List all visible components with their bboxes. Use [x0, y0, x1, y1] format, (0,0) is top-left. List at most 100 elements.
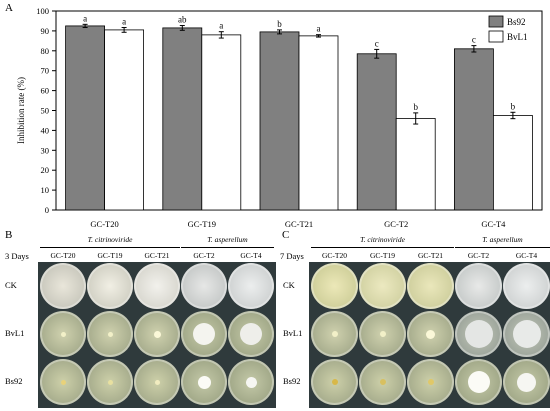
- petri-dish: [455, 359, 502, 405]
- y-tick-label: 10: [41, 185, 50, 195]
- species-label: T. asperellum: [207, 235, 248, 244]
- y-tick-label: 90: [41, 26, 50, 36]
- bar-bs92: [453, 48, 494, 211]
- y-tick-label: 40: [41, 125, 50, 135]
- fungal-colony: [379, 379, 386, 385]
- petri-dish: [359, 311, 406, 357]
- fungal-colony: [193, 323, 215, 345]
- fungal-colony: [512, 320, 541, 348]
- bar-chart: 0 10 20 30 40 50 60 70 80 90 100 Inhibition rate (%…: [16, 6, 543, 229]
- species-label: T. citrinoviride: [87, 235, 133, 244]
- petri-dish: [407, 311, 454, 357]
- column-label: GC-T2: [193, 251, 215, 260]
- row-label: Bs92: [5, 376, 23, 386]
- fungal-colony: [197, 375, 211, 389]
- petri-dish: [181, 359, 227, 405]
- y-tick-label: 100: [36, 6, 49, 16]
- legend-label: BvL1: [507, 32, 528, 42]
- column-label: GC-T21: [144, 251, 170, 260]
- fungal-colony: [107, 379, 113, 385]
- significance-letter: a: [219, 21, 223, 31]
- bar-bs92: [356, 53, 397, 211]
- bar-bs92: [65, 25, 105, 211]
- panel-label-a: A: [5, 2, 13, 14]
- panel-label-c: C: [282, 229, 290, 241]
- fungal-colony: [464, 320, 493, 348]
- row-label: CK: [283, 280, 295, 290]
- petri-dish: [407, 359, 454, 405]
- petri-dish: [134, 263, 180, 309]
- column-label: GC-T4: [240, 251, 262, 260]
- bar-bvl1: [492, 115, 533, 211]
- fungal-colony: [240, 323, 262, 345]
- fungal-colony: [331, 379, 338, 385]
- x-tick-label: GC-T19: [188, 219, 216, 229]
- group-underline: [40, 247, 180, 248]
- significance-letter: c: [472, 35, 476, 45]
- species-label: T. asperellum: [482, 235, 523, 244]
- significance-letter: b: [511, 101, 516, 111]
- petri-dish: [40, 359, 86, 405]
- petri-dish: [134, 359, 180, 405]
- petri-dish: [40, 263, 86, 309]
- y-tick-label: 80: [41, 46, 50, 56]
- y-tick-label: 20: [41, 165, 50, 175]
- significance-letter: a: [317, 24, 321, 34]
- legend-swatch: [488, 30, 504, 43]
- petri-dish: [407, 263, 454, 309]
- fungal-colony: [60, 331, 66, 337]
- bar-bvl1: [298, 35, 339, 211]
- fungal-colony: [427, 379, 434, 385]
- petri-dish: [311, 359, 358, 405]
- fungal-colony: [331, 331, 338, 337]
- significance-letter: b: [413, 102, 418, 112]
- row-label: BvL1: [5, 328, 25, 338]
- fungal-colony: [245, 376, 257, 388]
- petri-dish: [359, 359, 406, 405]
- significance-letter: a: [83, 13, 87, 23]
- x-tick-label: GC-T21: [285, 219, 313, 229]
- fungal-colony: [154, 379, 160, 385]
- column-label: GC-T19: [97, 251, 123, 260]
- significance-letter: a: [122, 17, 126, 27]
- fungal-colony: [426, 329, 435, 339]
- significance-letter: c: [375, 38, 379, 48]
- significance-letter: ab: [178, 15, 187, 25]
- column-label: GC-T21: [418, 251, 443, 260]
- fungal-colony: [467, 371, 490, 393]
- panel-label-b: B: [5, 229, 13, 241]
- species-label: T. citrinoviride: [360, 235, 405, 244]
- petri-dish: [228, 311, 274, 357]
- petri-dish: [40, 311, 86, 357]
- petri-dish: [87, 311, 133, 357]
- column-label: GC-T20: [50, 251, 76, 260]
- petri-dish: [455, 311, 502, 357]
- fungal-colony: [153, 330, 161, 338]
- group-underline: [181, 247, 274, 248]
- y-tick-label: 70: [41, 66, 50, 76]
- petri-dish: [87, 359, 133, 405]
- y-axis-label: Inhibition rate (%): [16, 77, 26, 144]
- significance-letter: b: [277, 19, 282, 29]
- fungal-colony: [60, 379, 66, 385]
- legend-swatch: [488, 15, 504, 28]
- row-label: CK: [5, 280, 17, 290]
- legend-label: Bs92: [507, 17, 526, 27]
- bar-bvl1: [104, 29, 144, 211]
- x-tick-label: GC-T4: [481, 219, 506, 229]
- group-underline: [311, 247, 454, 248]
- petri-dish: [503, 359, 550, 405]
- fungal-colony: [107, 331, 113, 337]
- fungal-colony: [517, 372, 536, 392]
- bar-bvl1: [395, 118, 436, 211]
- days-label-c: 7 Days: [280, 251, 304, 261]
- petri-dish: [503, 311, 550, 357]
- y-tick-label: 0: [45, 205, 49, 215]
- column-label: GC-T2: [467, 251, 490, 260]
- column-label: GC-T19: [370, 251, 395, 260]
- petri-dish: [228, 263, 274, 309]
- fungal-colony: [379, 331, 386, 337]
- days-label-b: 3 Days: [5, 251, 29, 261]
- column-label: GC-T4: [515, 251, 538, 260]
- petri-dish: [87, 263, 133, 309]
